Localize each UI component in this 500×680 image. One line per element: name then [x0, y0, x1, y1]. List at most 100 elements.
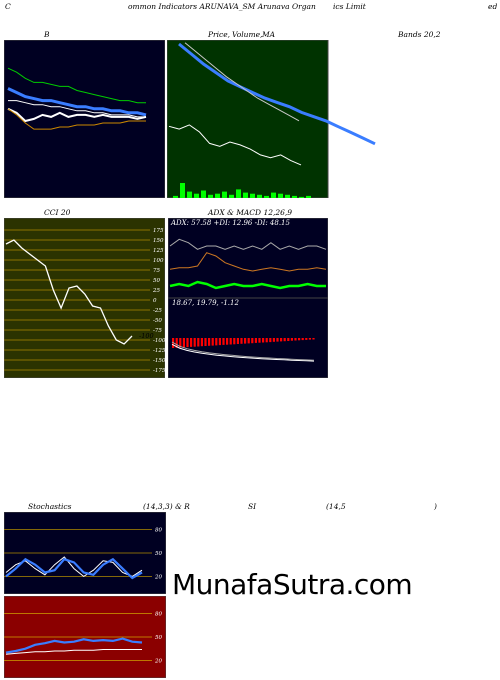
- macd-histogram-bar: [312, 338, 315, 340]
- rsi-line: [5, 637, 143, 654]
- ma-grey-line: [184, 42, 300, 122]
- macd-histogram-bar: [262, 338, 265, 343]
- osc-tick-label: 50: [155, 551, 162, 557]
- cci-tick-label: 0: [153, 298, 157, 304]
- volume-bar: [201, 190, 206, 198]
- minus-di-line: [169, 252, 327, 272]
- macd-histogram-bar: [305, 338, 308, 340]
- macd-histogram-bar: [272, 338, 275, 342]
- rsi-avg-line: [5, 649, 142, 655]
- volume-bar: [278, 193, 283, 198]
- volume-bar: [208, 194, 213, 198]
- cci-tick-label: -125: [153, 348, 165, 354]
- macd-histogram-bar: [294, 338, 297, 341]
- macd-histogram-bar: [254, 338, 257, 343]
- lower-band-line: [7, 108, 146, 130]
- cci-tick-label: -100: [153, 338, 165, 344]
- macd-panel: [168, 298, 328, 378]
- macd-histogram-bar: [301, 338, 304, 341]
- volume-bar: [243, 192, 248, 198]
- adx-title: ADX & MACD 12,26,9: [208, 208, 293, 217]
- macd-histogram-bar: [244, 338, 247, 344]
- macd-histogram-bar: [215, 338, 218, 346]
- macd-histogram-bar: [251, 338, 254, 344]
- volume-bar: [236, 189, 241, 198]
- cci-tick-label: 25: [152, 288, 160, 294]
- macd-histogram-bar: [280, 338, 283, 342]
- macd-histogram-bar: [186, 338, 189, 348]
- bands-label-right: Bands 20,2: [398, 30, 441, 39]
- price-white-line: [168, 124, 302, 166]
- macd-histogram-bar: [265, 338, 268, 343]
- macd-values: 18.67, 19.79, -1.12: [172, 299, 239, 307]
- osc-tick-label: 20: [154, 574, 162, 580]
- cci-value-label: -100: [139, 332, 154, 340]
- macd-histogram-bar: [283, 338, 286, 342]
- macd-line: [171, 343, 315, 362]
- volume-bar: [299, 196, 304, 198]
- cci-tick-label: -175: [153, 368, 165, 374]
- close-line: [7, 107, 147, 123]
- macd-histogram-bar: [179, 338, 182, 348]
- macd-histogram-bar: [208, 338, 211, 346]
- macd-histogram-bar: [298, 338, 301, 341]
- cci-tick-label: 150: [153, 238, 164, 244]
- volume-bar: [194, 193, 199, 198]
- volume-bar: [292, 195, 297, 198]
- cci-tick-label: -50: [153, 318, 162, 324]
- cci-tick-label: 175: [153, 228, 164, 234]
- header-seg4: ed: [488, 2, 498, 11]
- stoch-label: Stochastics: [28, 502, 72, 511]
- macd-histogram-bar: [240, 338, 243, 344]
- cci-tick-label: -25: [153, 308, 162, 314]
- stoch-panel: 80 50 20: [4, 512, 166, 594]
- macd-histogram-bar: [276, 338, 279, 342]
- volume-bar: [264, 195, 269, 198]
- osc-tick-label: 20: [154, 658, 162, 664]
- macd-histogram-bar: [236, 338, 239, 344]
- cci-tick-label: 100: [153, 258, 164, 264]
- macd-histogram-bar: [290, 338, 293, 341]
- cci-tick-label: 125: [153, 248, 164, 254]
- macd-histogram-bar: [258, 338, 261, 343]
- rsi-params: (14,5: [326, 502, 346, 511]
- macd-histogram-bar: [269, 338, 272, 343]
- plus-di-line: [169, 280, 326, 290]
- volume-bar: [250, 193, 255, 198]
- macd-histogram-bar: [204, 338, 207, 346]
- macd-histogram-bar: [190, 338, 193, 347]
- stoch-d-line: [5, 557, 143, 580]
- volume-bar: [306, 195, 311, 198]
- rsi-label: SI: [248, 502, 257, 511]
- stoch-params: (14,3,3) & R: [143, 502, 190, 511]
- ma-blue-line: [178, 42, 376, 146]
- volume-bar: [271, 192, 276, 198]
- macd-histogram-bar: [175, 338, 178, 348]
- macd-histogram-bar: [308, 338, 311, 340]
- macd-histogram-bar: [193, 338, 196, 347]
- macd-histogram-bar: [233, 338, 236, 345]
- signal-line: [171, 341, 315, 361]
- cci-line: [5, 239, 133, 345]
- volume-bar: [229, 194, 234, 198]
- bands-label-left: B: [44, 30, 50, 39]
- osc-tick-label: 80: [155, 528, 162, 534]
- osc-tick-label: 80: [155, 612, 162, 618]
- middle-band-line: [8, 100, 146, 118]
- upper-band-line: [7, 67, 146, 104]
- volume-bar: [187, 191, 192, 198]
- volume-bar: [285, 194, 290, 198]
- macd-histogram-bar: [226, 338, 229, 345]
- volume-bar: [222, 191, 227, 198]
- cci-tick-label: -150: [153, 358, 165, 364]
- volume-bar: [215, 193, 220, 198]
- cci-panel: 1751501251007550250-25-50-75-100-125-150…: [4, 218, 165, 378]
- cci-label: CCI 20: [44, 208, 71, 217]
- volume-bar: [257, 194, 262, 198]
- macd-histogram-bar: [222, 338, 225, 345]
- volume-bar: [180, 183, 185, 198]
- volume-label: Volume,: [232, 30, 263, 39]
- osc-tick-label: 50: [155, 635, 162, 641]
- bands-panel: [4, 40, 165, 198]
- cci-tick-label: -75: [153, 328, 162, 334]
